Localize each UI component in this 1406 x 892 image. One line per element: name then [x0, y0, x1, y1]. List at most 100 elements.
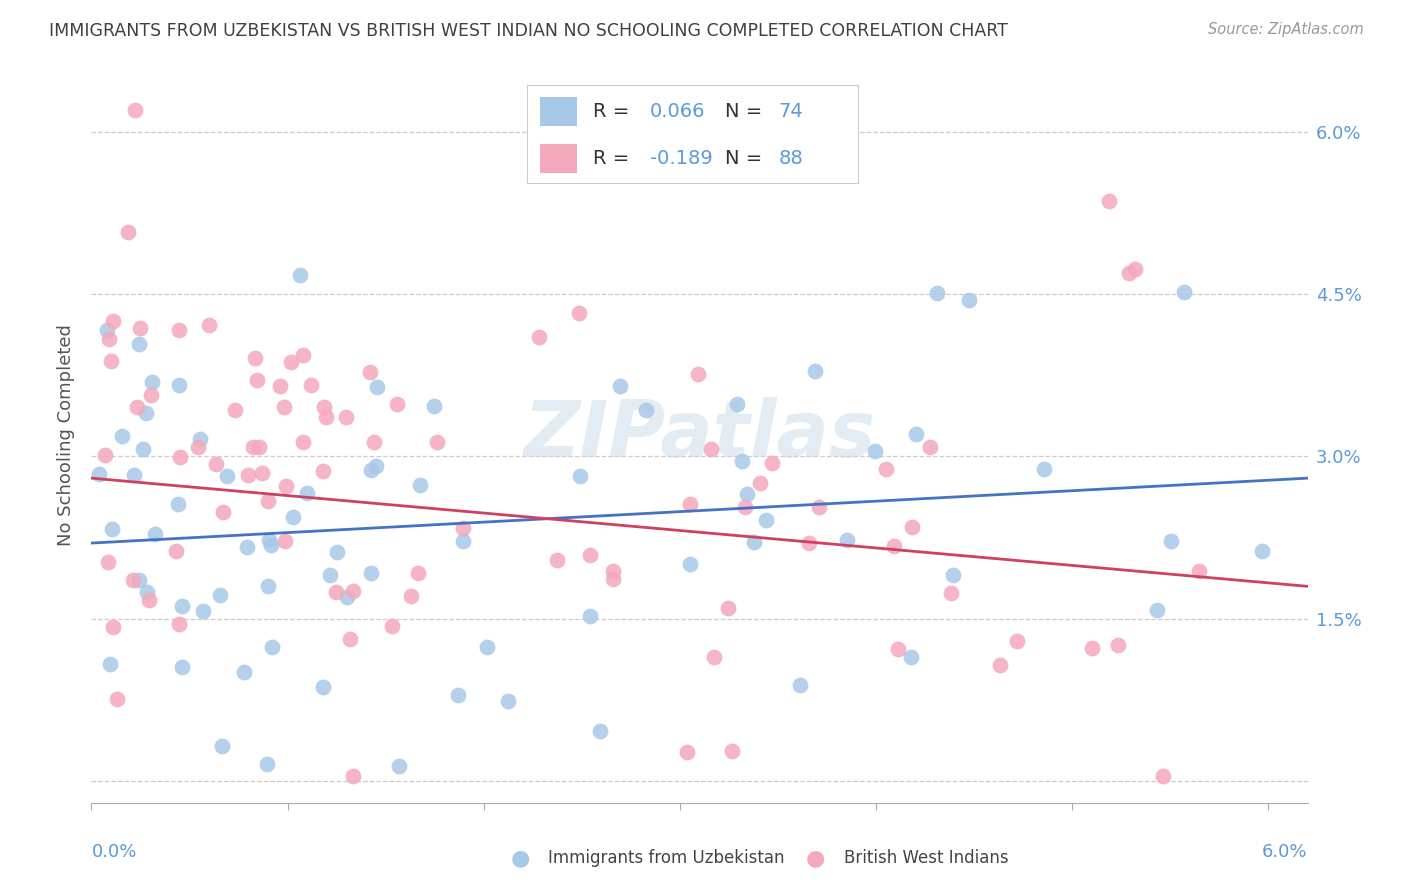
- Point: [451, 521, 474, 535]
- Point: [1123, 261, 1146, 276]
- Point: [243, 351, 266, 365]
- Point: [920, 440, 942, 454]
- Point: [117, 226, 139, 240]
- Point: [568, 306, 591, 320]
- Point: [290, 268, 312, 282]
- Point: [901, 519, 924, 533]
- Point: [990, 658, 1012, 673]
- Text: British West Indians: British West Indians: [844, 849, 1008, 867]
- Point: [676, 746, 699, 760]
- Point: [141, 375, 163, 389]
- Point: [761, 456, 783, 470]
- Point: [100, 354, 122, 368]
- Point: [167, 617, 190, 632]
- Point: [904, 427, 927, 442]
- Point: [274, 533, 297, 548]
- Point: [335, 410, 357, 425]
- Point: [1152, 769, 1174, 783]
- Point: [107, 691, 129, 706]
- Point: [257, 494, 280, 508]
- Y-axis label: No Schooling Completed: No Schooling Completed: [58, 324, 76, 546]
- Point: [257, 533, 280, 547]
- Point: [381, 619, 404, 633]
- Point: [242, 441, 264, 455]
- Point: [388, 759, 411, 773]
- Point: [568, 469, 591, 483]
- Point: [169, 323, 191, 337]
- Point: [127, 400, 149, 414]
- Point: [315, 410, 337, 425]
- Text: IMMIGRANTS FROM UZBEKISTAN VS BRITISH WEST INDIAN NO SCHOOLING COMPLETED CORRELA: IMMIGRANTS FROM UZBEKISTAN VS BRITISH WE…: [49, 22, 1008, 40]
- Text: ZIPatlas: ZIPatlas: [523, 397, 876, 473]
- Point: [260, 538, 283, 552]
- Point: [401, 589, 423, 603]
- Point: [634, 403, 657, 417]
- Point: [269, 379, 291, 393]
- Point: [212, 505, 235, 519]
- Text: 88: 88: [779, 149, 803, 168]
- Point: [247, 440, 270, 454]
- Point: [89, 467, 111, 481]
- Point: [274, 478, 297, 492]
- Point: [135, 406, 157, 420]
- Point: [136, 585, 159, 599]
- Point: [1160, 534, 1182, 549]
- Point: [602, 564, 624, 578]
- Point: [335, 591, 357, 605]
- Point: [703, 650, 725, 665]
- Point: [128, 573, 150, 587]
- Point: [342, 583, 364, 598]
- Point: [589, 723, 612, 738]
- Point: [132, 442, 155, 456]
- Point: [101, 523, 124, 537]
- Point: [364, 459, 387, 474]
- Point: [360, 566, 382, 581]
- Point: [204, 458, 226, 472]
- Point: [409, 477, 432, 491]
- Point: [900, 649, 922, 664]
- Point: [128, 336, 150, 351]
- Point: [96, 323, 118, 337]
- Text: ●: ●: [806, 848, 825, 868]
- Point: [250, 466, 273, 480]
- Text: Source: ZipAtlas.com: Source: ZipAtlas.com: [1208, 22, 1364, 37]
- Point: [124, 103, 146, 118]
- Text: ●: ●: [510, 848, 530, 868]
- Point: [686, 367, 709, 381]
- Point: [318, 568, 340, 582]
- Point: [1146, 602, 1168, 616]
- Point: [312, 464, 335, 478]
- Text: 0.066: 0.066: [650, 102, 704, 120]
- Point: [408, 566, 430, 581]
- Point: [122, 468, 145, 483]
- Point: [128, 321, 150, 335]
- FancyBboxPatch shape: [540, 96, 576, 126]
- Point: [496, 694, 519, 708]
- Point: [957, 293, 980, 307]
- Point: [167, 377, 190, 392]
- Point: [325, 585, 347, 599]
- Point: [1188, 564, 1211, 578]
- Point: [224, 403, 246, 417]
- Point: [451, 534, 474, 549]
- Point: [232, 665, 254, 679]
- Point: [875, 461, 897, 475]
- Point: [527, 330, 550, 344]
- Point: [546, 553, 568, 567]
- Point: [235, 540, 257, 554]
- Point: [1107, 638, 1129, 652]
- Point: [165, 544, 187, 558]
- Point: [602, 572, 624, 586]
- FancyBboxPatch shape: [540, 144, 576, 173]
- Point: [475, 640, 498, 654]
- Point: [749, 476, 772, 491]
- Point: [803, 364, 825, 378]
- Point: [98, 332, 121, 346]
- Point: [721, 744, 744, 758]
- Point: [198, 318, 221, 333]
- Point: [280, 355, 302, 369]
- Point: [187, 440, 209, 454]
- Text: R =: R =: [593, 102, 636, 120]
- Point: [927, 286, 949, 301]
- Point: [312, 680, 335, 694]
